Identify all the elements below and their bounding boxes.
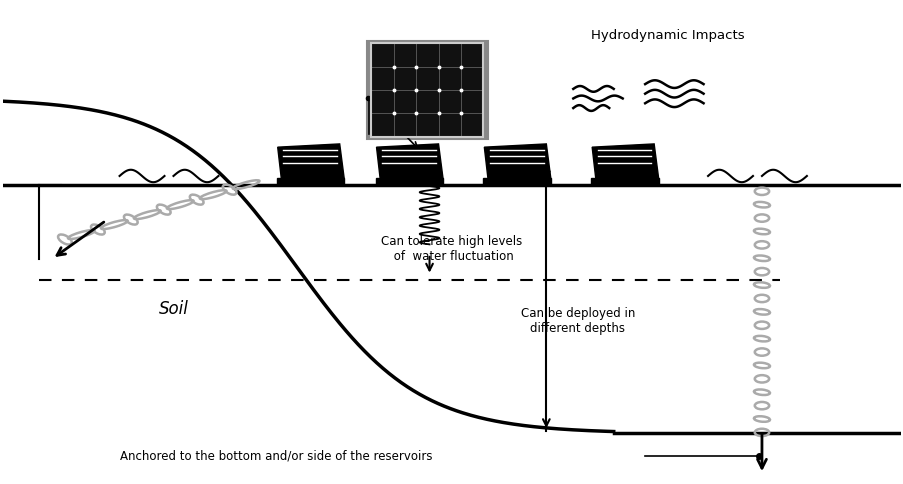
Bar: [483, 179, 550, 184]
Text: Soil: Soil: [158, 300, 188, 318]
Polygon shape: [277, 144, 344, 179]
Text: Can be deployed in
different depths: Can be deployed in different depths: [520, 306, 634, 334]
Polygon shape: [484, 144, 550, 179]
Text: Can tolerate high levels
 of  water fluctuation: Can tolerate high levels of water fluctu…: [381, 235, 522, 263]
Polygon shape: [377, 144, 442, 179]
Polygon shape: [591, 144, 658, 179]
Bar: [367, 41, 488, 139]
Text: Hydrodynamic Impacts: Hydrodynamic Impacts: [591, 29, 744, 42]
Bar: [376, 179, 442, 184]
Bar: [276, 179, 344, 184]
Bar: [371, 44, 483, 137]
Text: Anchored to the bottom and/or side of the reservoirs: Anchored to the bottom and/or side of th…: [119, 450, 432, 463]
Bar: [371, 44, 483, 137]
Bar: [591, 179, 658, 184]
